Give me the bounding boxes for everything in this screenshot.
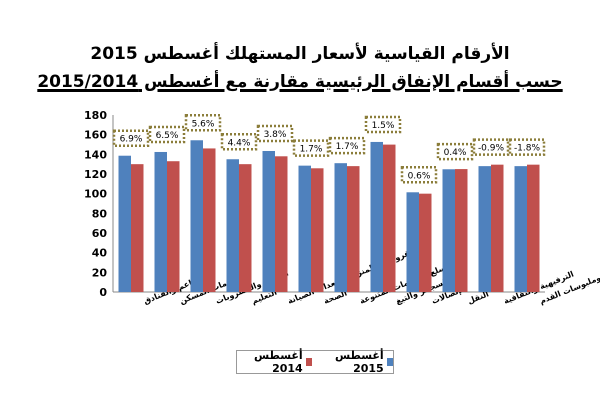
bar-2014 <box>311 168 324 292</box>
y-tick-label: 140 <box>84 148 107 161</box>
data-label-box <box>292 139 330 157</box>
bar-2014 <box>527 164 540 292</box>
y-tick-label: 180 <box>84 109 107 122</box>
bar-2015 <box>442 169 455 292</box>
legend-swatch <box>386 358 393 366</box>
y-tick-label: 100 <box>84 188 107 201</box>
data-label-box <box>112 129 150 147</box>
data-label: 5.6% <box>192 119 215 129</box>
data-label: 1.5% <box>372 121 395 131</box>
legend-label: أغسطس 2014 <box>253 349 303 375</box>
bar-2014 <box>491 164 504 292</box>
data-label: 6.9% <box>120 135 143 145</box>
data-label-box <box>364 115 402 134</box>
bar-2015 <box>226 159 239 292</box>
legend-item-2014: أغسطس 2014 <box>237 349 312 375</box>
bar-2015 <box>514 166 527 292</box>
data-label: -0.9% <box>478 144 505 154</box>
y-tick-label: 160 <box>84 129 107 142</box>
bar-2015 <box>190 140 203 292</box>
data-label-box <box>472 138 510 156</box>
legend-item-2015: أغسطس 2015 <box>318 349 393 375</box>
chart-title: الأرقام القياسية لأسعار المستهلك أغسطس 2… <box>90 44 510 64</box>
y-tick-label: 20 <box>92 266 108 279</box>
data-label: 0.6% <box>408 171 431 181</box>
data-label: 4.4% <box>228 138 251 148</box>
y-tick-label: 60 <box>92 227 108 240</box>
bar-2015 <box>406 192 419 292</box>
bar-2014 <box>419 193 432 292</box>
bar-2015 <box>478 166 491 292</box>
bar-2014 <box>383 144 396 292</box>
data-label-box <box>220 133 258 151</box>
legend-swatch <box>305 358 312 366</box>
data-label: -1.8% <box>514 144 541 154</box>
bar-2014 <box>347 166 360 292</box>
y-tick-label: 40 <box>92 247 108 260</box>
bar-2015 <box>118 155 131 292</box>
data-label-box <box>436 142 474 161</box>
bar-2014 <box>275 156 288 292</box>
data-label-box <box>256 124 294 143</box>
bar-2014 <box>203 148 216 292</box>
bar-2014 <box>131 164 144 292</box>
bar-2015 <box>154 151 167 292</box>
chart-subtitle: حسب أقسام الإنفاق الرئيسية مقارنة مع أغس… <box>37 72 563 92</box>
data-label: 3.8% <box>264 130 287 140</box>
data-label: 0.4% <box>444 148 467 158</box>
legend: أغسطس 2015 أغسطس 2014 <box>236 349 394 375</box>
data-label: 1.7% <box>300 145 323 155</box>
legend-label: أغسطس 2015 <box>334 349 384 375</box>
y-tick-label: 0 <box>99 286 107 299</box>
data-label: 6.5% <box>156 131 179 141</box>
data-label-box <box>400 166 438 184</box>
data-label-box <box>328 136 366 155</box>
data-label-box <box>148 125 186 144</box>
bar-2014 <box>239 164 252 292</box>
bar-2014 <box>455 169 468 292</box>
data-label-box <box>508 138 546 156</box>
data-label-box <box>184 114 222 132</box>
data-label: 1.7% <box>336 142 359 152</box>
bar-2015 <box>334 163 347 292</box>
y-tick-label: 120 <box>84 168 107 181</box>
bar-2015 <box>262 150 275 292</box>
bar-2014 <box>167 161 180 292</box>
y-tick-label: 80 <box>92 207 108 220</box>
bar-2015 <box>298 165 311 292</box>
bar-2015 <box>370 141 383 292</box>
